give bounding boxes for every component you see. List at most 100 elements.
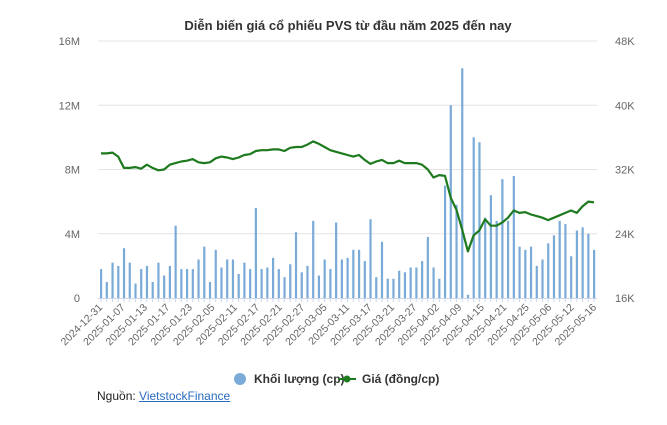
volume-bar <box>111 262 114 298</box>
volume-bar <box>392 278 395 298</box>
left-tick-label: 0 <box>74 293 80 305</box>
left-tick-label: 12M <box>59 100 80 112</box>
volume-bar <box>489 195 493 298</box>
volume-bar <box>237 273 240 298</box>
volume-bar <box>312 220 315 298</box>
right-tick-label: 24K <box>615 229 635 241</box>
volume-bar <box>593 249 596 298</box>
volume-bar <box>203 246 206 298</box>
volume-bar <box>415 267 418 298</box>
volume-bar <box>163 275 166 298</box>
volume-bar <box>335 222 338 298</box>
volume-bar <box>507 220 510 298</box>
volume-bar <box>122 248 126 298</box>
volume-bar <box>340 259 343 298</box>
volume-bar <box>541 259 544 298</box>
volume-bar <box>168 265 171 298</box>
volume-bar <box>421 261 424 298</box>
volume-bar <box>478 142 481 298</box>
volume-bar <box>443 185 447 298</box>
volume-bar <box>140 269 143 298</box>
volume-bar <box>547 243 550 298</box>
volume-bar <box>317 275 321 298</box>
volume-bar <box>128 262 131 298</box>
volume-bar <box>266 267 269 298</box>
volume-bar <box>403 272 407 298</box>
volume-bar <box>145 265 149 298</box>
volume-bar <box>346 257 349 298</box>
grid <box>98 40 597 235</box>
volume-bar <box>157 262 160 298</box>
volume-bar <box>524 249 527 298</box>
volume-bar <box>552 235 556 298</box>
volume-bar <box>185 269 189 298</box>
volume-bar <box>306 265 309 298</box>
volume-bar <box>438 278 441 298</box>
volume-bar <box>495 220 498 298</box>
volume-bars <box>100 68 596 299</box>
volume-bar <box>472 137 475 298</box>
volume-bar <box>518 246 521 298</box>
volume-bar <box>564 224 567 298</box>
right-tick-label: 32K <box>615 165 635 177</box>
volume-bar <box>587 233 590 298</box>
volume-bar <box>254 208 257 298</box>
price-series <box>101 140 595 253</box>
volume-bar <box>512 175 515 298</box>
right-tick-label: 16K <box>615 293 635 305</box>
volume-bar <box>208 281 212 298</box>
chart-title: Diễn biến giá cổ phiếu PVS từ đầu năm 20… <box>184 18 512 33</box>
source-link[interactable]: VietstockFinance <box>139 389 231 403</box>
volume-bar <box>283 277 286 298</box>
volume-bar <box>398 270 401 298</box>
legend-volume-marker <box>234 373 246 385</box>
volume-bar <box>300 272 303 298</box>
volume-bar <box>191 269 194 298</box>
legend-volume-label: Khối lượng (cp) <box>254 372 345 386</box>
volume-bar <box>249 269 252 298</box>
volume-bar <box>197 259 200 298</box>
volume-bar <box>243 262 246 298</box>
source: Nguồn: VietstockFinance <box>97 389 230 403</box>
volume-bar <box>449 105 452 298</box>
volume-bar <box>260 269 263 298</box>
volume-bar <box>214 249 217 298</box>
volume-bar <box>386 278 389 298</box>
volume-bar <box>180 269 183 298</box>
volume-bar <box>501 179 504 298</box>
volume-bar <box>455 204 458 298</box>
volume-bar <box>151 281 154 298</box>
volume-bar <box>134 283 137 298</box>
volume-bar <box>575 230 579 298</box>
volume-bar <box>231 259 235 298</box>
volume-bar <box>117 265 120 298</box>
left-tick-label: 4M <box>65 229 80 241</box>
legend-price-label: Giá (đồng/cp) <box>362 372 439 386</box>
volume-bar <box>581 227 584 298</box>
volume-bar <box>484 217 487 298</box>
volume-bar <box>105 281 108 298</box>
volume-bar <box>529 246 533 298</box>
legend: Khối lượng (cp) Giá (đồng/cp) <box>234 372 439 386</box>
left-tick-label: 16M <box>59 36 80 48</box>
volume-bar <box>329 269 332 298</box>
volume-bar <box>409 267 412 298</box>
price-line <box>101 140 595 253</box>
legend-price-marker <box>343 375 351 383</box>
axes: 04M8M12M16M16K24K32K40K48K2024-12-312025… <box>59 36 636 348</box>
volume-bar <box>271 257 275 298</box>
source-label: Nguồn: <box>97 389 140 403</box>
volume-bar <box>375 277 378 298</box>
volume-bar <box>380 241 384 298</box>
volume-bar <box>100 269 103 298</box>
volume-bar <box>535 265 538 298</box>
volume-bar <box>570 256 573 298</box>
volume-bar <box>289 264 292 298</box>
volume-bar <box>461 68 464 299</box>
volume-bar <box>466 294 470 298</box>
volume-bar <box>226 259 229 298</box>
volume-bar <box>323 259 326 298</box>
right-tick-label: 48K <box>615 36 635 48</box>
